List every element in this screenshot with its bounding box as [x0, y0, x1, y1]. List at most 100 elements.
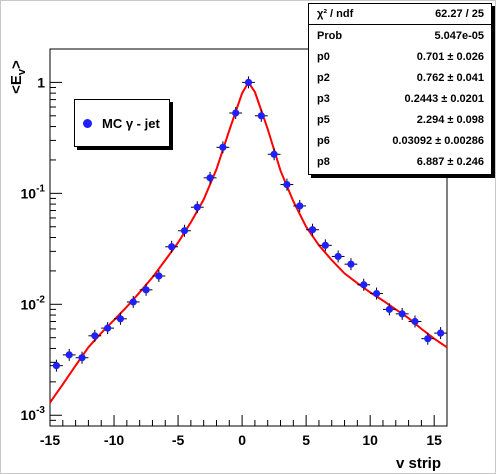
stat-row: p0 0.701 ± 0.026	[309, 46, 491, 67]
data-point	[62, 348, 76, 361]
data-point	[293, 199, 307, 212]
stat-row: p2 0.762 ± 0.041	[309, 67, 491, 88]
data-point	[75, 351, 89, 364]
stat-label: p3	[317, 92, 330, 105]
point-marker	[206, 174, 214, 182]
data-point	[267, 148, 281, 161]
data-point	[178, 224, 191, 237]
data-point	[370, 287, 383, 300]
point-marker	[142, 286, 150, 294]
data-point	[408, 315, 422, 328]
point-marker	[347, 260, 355, 268]
point-marker	[385, 305, 393, 313]
point-marker	[78, 354, 86, 362]
stat-value: 2.294 ± 0.098	[416, 113, 484, 126]
stat-value: 0.701 ± 0.026	[416, 50, 484, 63]
x-tick-label: -10	[104, 432, 124, 448]
point-marker	[91, 332, 99, 340]
data-point	[254, 109, 268, 122]
data-point	[242, 76, 255, 89]
stat-label: Prob	[317, 29, 343, 42]
stat-value: 62.27 / 25	[435, 8, 484, 20]
data-point	[382, 303, 396, 316]
point-marker	[193, 203, 201, 211]
x-tick-label: -15	[40, 432, 60, 448]
legend-label: MC γ - jet	[102, 115, 160, 131]
legend-marker	[83, 118, 92, 128]
point-marker	[398, 310, 406, 318]
stat-label: χ² / ndf	[317, 8, 354, 20]
y-tick-label: 10-3	[21, 405, 46, 423]
point-marker	[65, 351, 73, 359]
data-point	[101, 322, 115, 335]
y-tick-label: 1	[37, 74, 45, 90]
x-tick-label: 10	[362, 432, 378, 448]
legend: MC γ - jet	[74, 99, 170, 147]
point-marker	[155, 272, 163, 280]
data-point	[306, 223, 319, 236]
data-point	[88, 329, 102, 342]
data-point	[318, 239, 332, 252]
data-point	[190, 201, 204, 214]
data-point	[357, 278, 371, 291]
point-marker	[411, 317, 419, 326]
point-marker	[424, 335, 432, 343]
data-point	[114, 312, 127, 325]
stat-label: p0	[317, 50, 330, 63]
point-marker	[436, 329, 445, 337]
x-axis-title: v strip	[396, 455, 441, 472]
stat-label: p2	[317, 71, 330, 84]
point-marker	[232, 109, 240, 117]
point-marker	[296, 202, 304, 210]
point-marker	[180, 227, 189, 235]
y-tick-label: 10-2	[21, 294, 46, 312]
stat-row: χ² / ndf 62.27 / 25	[309, 4, 491, 25]
data-point	[216, 141, 230, 154]
stat-row: p6 0.03092 ± 0.00286	[309, 130, 491, 151]
data-point	[165, 240, 179, 253]
stat-value: 0.762 ± 0.041	[416, 71, 484, 84]
point-marker	[168, 243, 176, 251]
point-marker	[321, 241, 329, 249]
stat-label: p8	[317, 155, 330, 168]
data-point	[50, 359, 63, 372]
y-axis-title: <Ev>	[8, 60, 28, 94]
stat-label: p5	[317, 113, 330, 126]
point-marker	[244, 78, 253, 86]
stat-row: p3 0.2443 ± 0.0201	[309, 88, 491, 109]
x-tick-label: 5	[302, 432, 310, 448]
point-marker	[257, 112, 265, 120]
fit-stats-box: χ² / ndf 62.27 / 25 Prob 5.047e-05 p0 0.701 ±…	[308, 3, 492, 175]
y-tick-label: 10-1	[21, 183, 46, 201]
point-marker	[334, 252, 342, 261]
stat-value: 6.887 ± 0.246	[416, 155, 484, 168]
data-point	[280, 178, 294, 191]
data-point	[229, 106, 243, 119]
data-point	[395, 307, 409, 320]
data-point	[331, 250, 345, 263]
x-tick-label: -5	[172, 432, 185, 448]
stat-value: 5.047e-05	[434, 29, 484, 42]
point-marker	[308, 226, 317, 234]
stat-row: p8 6.887 ± 0.246	[309, 151, 491, 172]
point-marker	[360, 281, 368, 289]
point-marker	[129, 298, 137, 306]
stat-row: p5 2.294 ± 0.098	[309, 109, 491, 130]
stat-value: 0.03092 ± 0.00286	[392, 134, 484, 147]
data-point	[203, 171, 217, 184]
data-point	[152, 269, 166, 282]
data-point	[421, 332, 435, 345]
x-tick-label: 0	[238, 432, 246, 448]
data-point	[344, 258, 358, 271]
data-point	[139, 283, 153, 296]
point-marker	[116, 315, 125, 323]
point-marker	[283, 180, 291, 189]
point-marker	[219, 143, 227, 151]
stat-row: Prob 5.047e-05	[309, 25, 491, 46]
stat-label: p6	[317, 134, 330, 147]
point-marker	[270, 150, 278, 158]
x-tick-label: 15	[426, 432, 442, 448]
point-marker	[104, 324, 112, 332]
stat-value: 0.2443 ± 0.0201	[404, 92, 484, 105]
